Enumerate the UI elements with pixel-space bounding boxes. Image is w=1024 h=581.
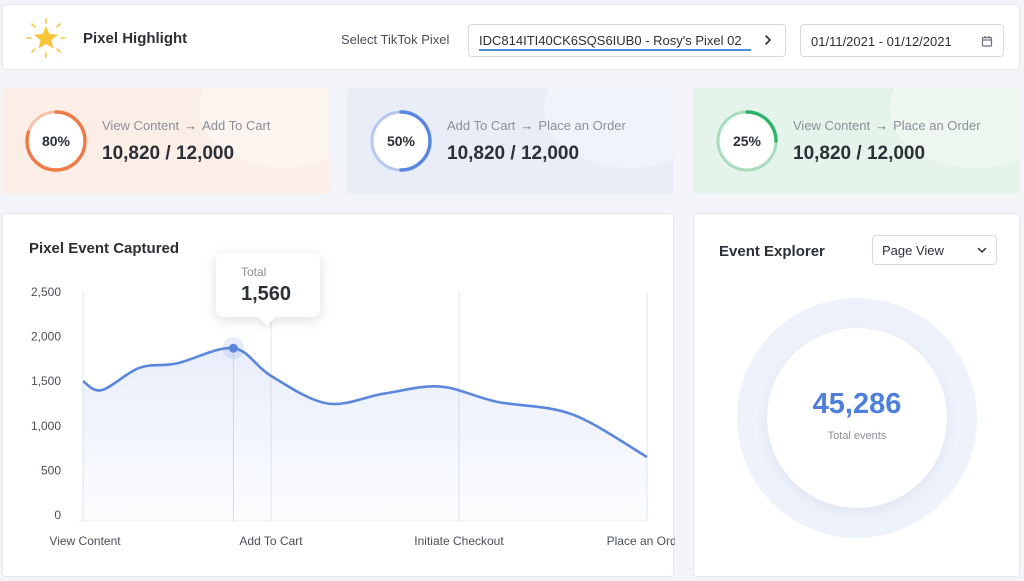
y-tick-label: 2,500 <box>31 285 61 299</box>
funnel-ratio: 10,820 / 12,000 <box>447 143 580 164</box>
funnel-from: Add To Cart <box>447 118 516 133</box>
y-tick-label: 1,500 <box>31 374 61 388</box>
progress-ring: 50% <box>369 109 433 173</box>
arrow-right-icon: → <box>520 118 534 133</box>
pixel-select[interactable]: IDC814ITI40CK6SQS6IUB0 - Rosy's Pixel 02 <box>468 24 786 57</box>
funnel-from: View Content <box>102 118 180 133</box>
pixel-select-label: Select TikTok Pixel <box>341 32 450 47</box>
total-events-donut: 45,286 Total events <box>737 298 977 538</box>
app-title: Pixel Highlight <box>83 30 188 47</box>
funnel-ratio: 10,820 / 12,000 <box>102 143 235 164</box>
donut-center: 45,286 Total events <box>767 328 947 508</box>
event-type-select[interactable]: Page View <box>872 235 997 265</box>
x-tick-label: View Content <box>49 534 121 548</box>
x-tick-label: Add To Cart <box>239 534 303 548</box>
chevron-right-icon <box>765 35 771 45</box>
arrow-right-icon: → <box>875 118 889 133</box>
total-events-value: 45,286 <box>812 388 902 420</box>
progress-percent: 80% <box>41 133 71 149</box>
date-range-picker[interactable]: 01/11/2021 - 01/12/2021 <box>800 24 1004 57</box>
funnel-from: View Content <box>793 118 871 133</box>
progress-percent: 25% <box>732 133 762 149</box>
x-tick-label: Place an Order <box>607 534 675 548</box>
tooltip-label: Total <box>241 265 267 279</box>
funnel-step: Add To Cart → Place an Order <box>447 118 626 133</box>
y-tick-label: 500 <box>41 463 61 477</box>
y-tick-label: 2,000 <box>31 330 61 344</box>
x-tick-label: Initiate Checkout <box>414 534 504 548</box>
date-range-value: 01/11/2021 - 01/12/2021 <box>811 34 952 49</box>
stat-card-view-to-order: 25% View Content → Place an Order 10,820 /… <box>693 88 1020 194</box>
arrow-right-icon: → <box>184 118 198 133</box>
stat-card-view-to-cart: 80% View Content → Add To Cart 10,820 / 12… <box>2 88 329 194</box>
calendar-icon <box>981 36 993 47</box>
progress-ring: 80% <box>24 109 88 173</box>
chevron-down-icon <box>977 247 987 253</box>
y-tick-label: 0 <box>54 508 61 522</box>
funnel-step: View Content → Add To Cart <box>102 118 271 133</box>
funnel-to: Place an Order <box>893 118 981 133</box>
y-tick-label: 1,000 <box>31 419 61 433</box>
progress-percent: 50% <box>386 133 416 149</box>
pixel-event-chart[interactable]: 0 500 1,000 1,500 2,000 2,500 View Content Add… <box>3 214 675 578</box>
event-explorer-card: Event Explorer Page View 45,286 Total ev… <box>693 213 1020 577</box>
tooltip-value: 1,560 <box>241 283 292 305</box>
pixel-select-value: IDC814ITI40CK6SQS6IUB0 - Rosy's Pixel 02 <box>479 33 751 51</box>
series-area <box>83 347 647 521</box>
header-bar: Pixel Highlight Select TikTok Pixel IDC8… <box>2 4 1020 70</box>
funnel-ratio: 10,820 / 12,000 <box>793 143 926 164</box>
chart-tooltip: Total 1,560 <box>216 253 320 317</box>
funnel-step: View Content → Place an Order <box>793 118 981 133</box>
funnel-to: Add To Cart <box>202 118 271 133</box>
stat-card-cart-to-order: 50% Add To Cart → Place an Order 10,820 / … <box>347 88 674 194</box>
pixel-event-chart-card: Pixel Event Captured 0 500 1,000 1,500 2,000… <box>2 213 675 578</box>
series-line <box>82 346 648 459</box>
total-events-label: Total events <box>827 430 887 442</box>
funnel-to: Place an Order <box>538 118 626 133</box>
star-icon <box>26 18 66 58</box>
progress-ring: 25% <box>715 109 779 173</box>
explorer-title: Event Explorer <box>719 243 825 260</box>
chart-title: Pixel Event Captured <box>29 240 180 257</box>
event-type-value: Page View <box>882 243 944 258</box>
highlight-point <box>228 343 238 353</box>
